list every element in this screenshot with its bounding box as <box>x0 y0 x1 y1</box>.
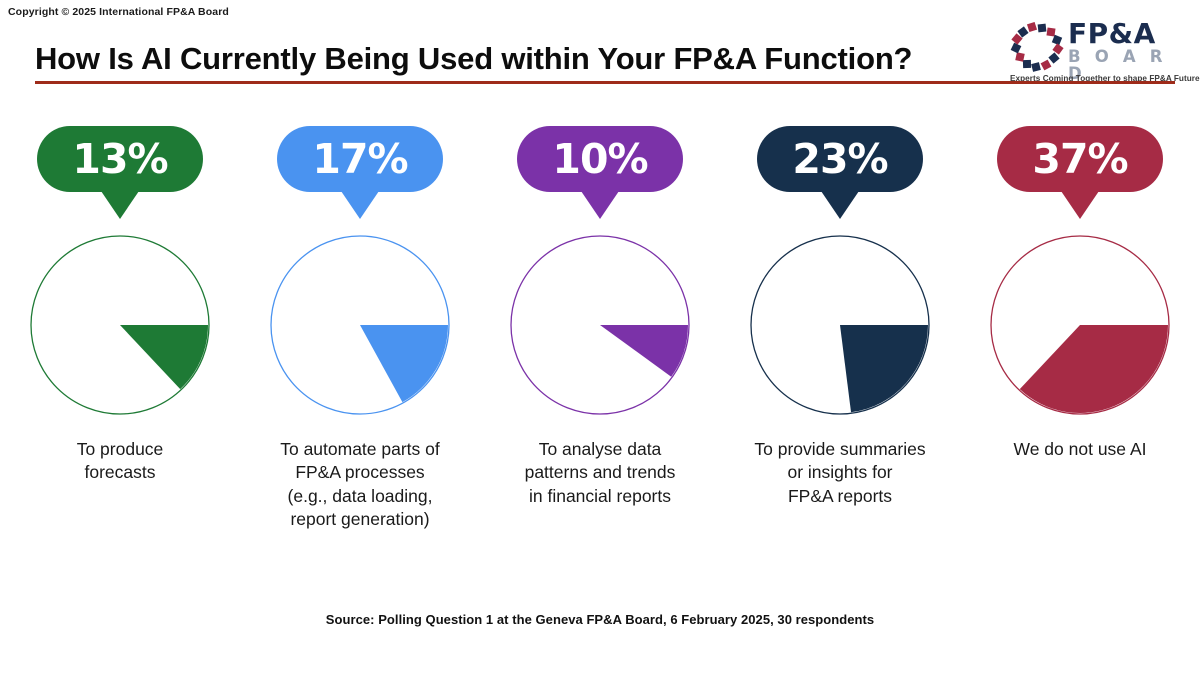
pie-chart-svg-5 <box>990 235 1170 415</box>
callout-tail-icon-2 <box>341 191 379 219</box>
pie-caption-4: To provide summaries or insights for FP&… <box>754 439 926 506</box>
pie-dial-group-3: 10% To analyse data patterns and trends … <box>480 126 720 531</box>
percent-callout-bubble-3: 10% <box>517 126 683 192</box>
pie-dial-group-4: 23% To provide summaries or insights for… <box>720 126 960 531</box>
percent-callout-bubble-5: 37% <box>997 126 1163 192</box>
pie-chart-4 <box>747 232 933 418</box>
logo-name-sub: B O A R D <box>1068 47 1167 83</box>
pie-chart-svg-4 <box>750 235 930 415</box>
pie-chart-1 <box>27 232 213 418</box>
logo-name-main: FP&A <box>1068 17 1156 50</box>
callout-tail-icon-5 <box>1061 191 1099 219</box>
pie-chart-2 <box>267 232 453 418</box>
pie-dial-group-2: 17% To automate parts of FP&A processes … <box>240 126 480 531</box>
page-title: How Is AI Currently Being Used within Yo… <box>35 41 913 76</box>
pie-chart-5 <box>987 232 1173 418</box>
pie-slice-4 <box>840 325 928 413</box>
logo-swirl-icon <box>1010 22 1064 72</box>
logo-wordmark: FP&A B O A R D <box>1068 20 1184 82</box>
percent-callout-2: 17% <box>277 126 443 226</box>
pie-caption-3: To analyse data patterns and trends in f… <box>524 439 676 506</box>
percent-value-2: 17% <box>312 134 408 183</box>
percent-callout-1: 13% <box>37 126 203 226</box>
copyright-notice: Copyright © 2025 International FP&A Boar… <box>8 6 229 18</box>
callout-tail-icon-1 <box>101 191 139 219</box>
callout-tail-icon-4 <box>821 191 859 219</box>
pie-chart-svg-1 <box>30 235 210 415</box>
pie-slice-3 <box>600 325 688 377</box>
pie-slice-5 <box>1019 325 1168 414</box>
pie-caption-5: We do not use AI <box>1013 439 1147 459</box>
source-note: Source: Polling Question 1 at the Geneva… <box>325 612 875 627</box>
percent-value-3: 10% <box>552 134 648 183</box>
percent-callout-4: 23% <box>757 126 923 226</box>
percent-value-5: 37% <box>1032 134 1128 183</box>
percent-callout-bubble-4: 23% <box>757 126 923 192</box>
percent-callout-bubble-1: 13% <box>37 126 203 192</box>
pie-dial-row: 13% To produce forecasts 17% <box>0 126 1200 531</box>
percent-callout-bubble-2: 17% <box>277 126 443 192</box>
pie-dial-group-1: 13% To produce forecasts <box>0 126 240 531</box>
percent-callout-5: 37% <box>997 126 1163 226</box>
pie-chart-svg-2 <box>270 235 450 415</box>
title-underline-rule <box>35 81 1175 84</box>
pie-chart-svg-3 <box>510 235 690 415</box>
pie-caption-1: To produce forecasts <box>76 439 164 483</box>
callout-tail-icon-3 <box>581 191 619 219</box>
pie-dial-group-5: 37% We do not use AI <box>960 126 1200 531</box>
pie-chart-3 <box>507 232 693 418</box>
pie-caption-2: To automate parts of FP&A processes (e.g… <box>280 439 440 529</box>
logo-tagline: Experts Coming Together to shape FP&A Fu… <box>1010 74 1200 83</box>
pie-slice-1 <box>120 325 208 390</box>
pie-slice-2 <box>360 325 448 403</box>
percent-callout-3: 10% <box>517 126 683 226</box>
percent-value-4: 23% <box>792 134 888 183</box>
percent-value-1: 13% <box>72 134 168 183</box>
fpa-board-logo: FP&A B O A R D Experts Coming Together t… <box>1010 20 1200 84</box>
